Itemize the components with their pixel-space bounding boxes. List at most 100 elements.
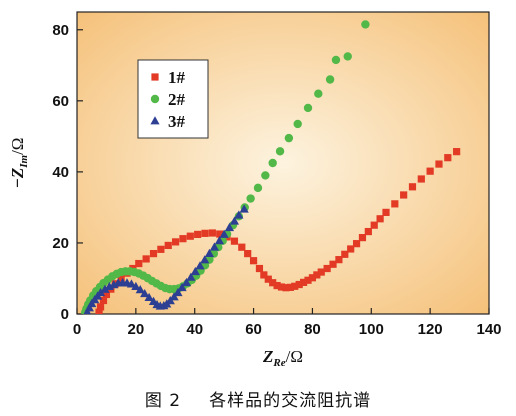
figure-number: 图 2	[144, 391, 182, 411]
data-point	[117, 274, 125, 283]
data-point	[179, 235, 187, 243]
data-point	[400, 191, 408, 199]
data-point	[426, 167, 434, 175]
data-point	[255, 264, 264, 273]
data-point	[140, 288, 150, 298]
x-tick-label: 100	[359, 321, 384, 338]
legend-label: 2#	[168, 90, 186, 109]
data-point	[95, 287, 106, 297]
legend-marker	[150, 116, 160, 125]
nyquist-chart: 0 20 40 60 80 100 120 140 0 20 40 60 80 −ZIm/Ω ZRe/…	[8, 11, 502, 369]
data-point	[238, 243, 246, 251]
data-point	[209, 242, 220, 251]
x-tick-label: 40	[186, 321, 203, 338]
data-point	[323, 264, 331, 273]
data-point	[303, 103, 313, 113]
data-point	[417, 175, 425, 183]
data-point	[325, 75, 335, 84]
data-point	[131, 281, 141, 291]
data-point	[157, 245, 165, 253]
data-point	[194, 230, 202, 239]
data-point	[277, 283, 286, 291]
x-tick-label: 20	[128, 321, 145, 338]
data-point	[453, 148, 461, 156]
data-point	[308, 274, 317, 282]
data-point	[208, 229, 216, 237]
data-point	[260, 271, 268, 279]
data-marks	[81, 20, 461, 314]
data-point	[269, 279, 277, 287]
data-point	[181, 277, 192, 287]
y-tick-label: 80	[52, 22, 69, 39]
data-point	[314, 89, 323, 98]
y-axis-ticks: 0 20 40 60 80	[52, 22, 83, 323]
data-point	[99, 296, 108, 305]
data-point	[186, 272, 196, 281]
data-point	[144, 292, 154, 302]
data-point	[173, 287, 183, 297]
x-axis-ticks: 0 20 40 60 80 100 120 140	[73, 308, 502, 338]
data-point	[164, 241, 172, 250]
y-tick-label: 0	[61, 306, 69, 323]
data-point	[391, 200, 399, 208]
y-tick-label: 40	[52, 164, 69, 181]
data-point	[171, 238, 180, 246]
data-point	[204, 248, 215, 257]
legend: 1# 2# 3#	[137, 59, 209, 139]
data-point	[317, 268, 325, 276]
data-point	[408, 183, 417, 191]
data-point	[264, 275, 272, 283]
data-point	[246, 194, 255, 203]
x-tick-label: 0	[73, 321, 81, 338]
data-point	[100, 284, 110, 293]
data-point	[341, 250, 349, 258]
data-point	[135, 285, 145, 294]
data-point	[229, 216, 240, 225]
data-point	[234, 210, 244, 219]
legend-box	[137, 59, 209, 139]
series-3	[83, 204, 249, 314]
data-point	[96, 303, 105, 311]
legend-marker	[151, 73, 159, 81]
data-point	[313, 271, 321, 279]
data-point	[364, 227, 372, 236]
y-tick-label: 20	[52, 235, 69, 252]
data-point	[190, 266, 200, 276]
data-point	[200, 255, 210, 264]
data-point	[343, 52, 352, 61]
data-point	[435, 160, 443, 168]
data-point	[293, 119, 302, 129]
data-point	[286, 283, 294, 291]
data-point	[275, 147, 285, 156]
data-point	[186, 232, 194, 240]
data-point	[195, 261, 205, 270]
data-point	[273, 281, 281, 290]
data-point	[352, 240, 361, 248]
data-point	[84, 303, 94, 312]
legend-marker	[150, 94, 160, 104]
data-point	[282, 284, 290, 292]
data-point	[249, 257, 258, 265]
data-point	[370, 221, 378, 229]
data-point	[295, 280, 303, 289]
data-point	[230, 237, 239, 245]
x-tick-label: 120	[418, 321, 443, 338]
legend-label: 3#	[168, 112, 186, 131]
data-point	[261, 171, 270, 180]
legend-label: 1#	[168, 68, 186, 87]
data-point	[347, 245, 355, 253]
data-point	[444, 154, 452, 162]
data-point	[214, 236, 225, 245]
data-point	[291, 282, 299, 290]
data-point	[300, 278, 308, 286]
figure-caption-text: 各样品的交流阻抗谱	[209, 391, 372, 411]
data-point	[95, 308, 103, 314]
data-point	[201, 229, 209, 237]
data-point	[335, 256, 343, 264]
x-tick-label: 60	[245, 321, 262, 338]
y-tick-label: 60	[52, 93, 69, 110]
data-point	[177, 282, 187, 292]
data-point	[102, 290, 111, 299]
data-point	[376, 215, 384, 223]
data-point	[304, 276, 312, 284]
